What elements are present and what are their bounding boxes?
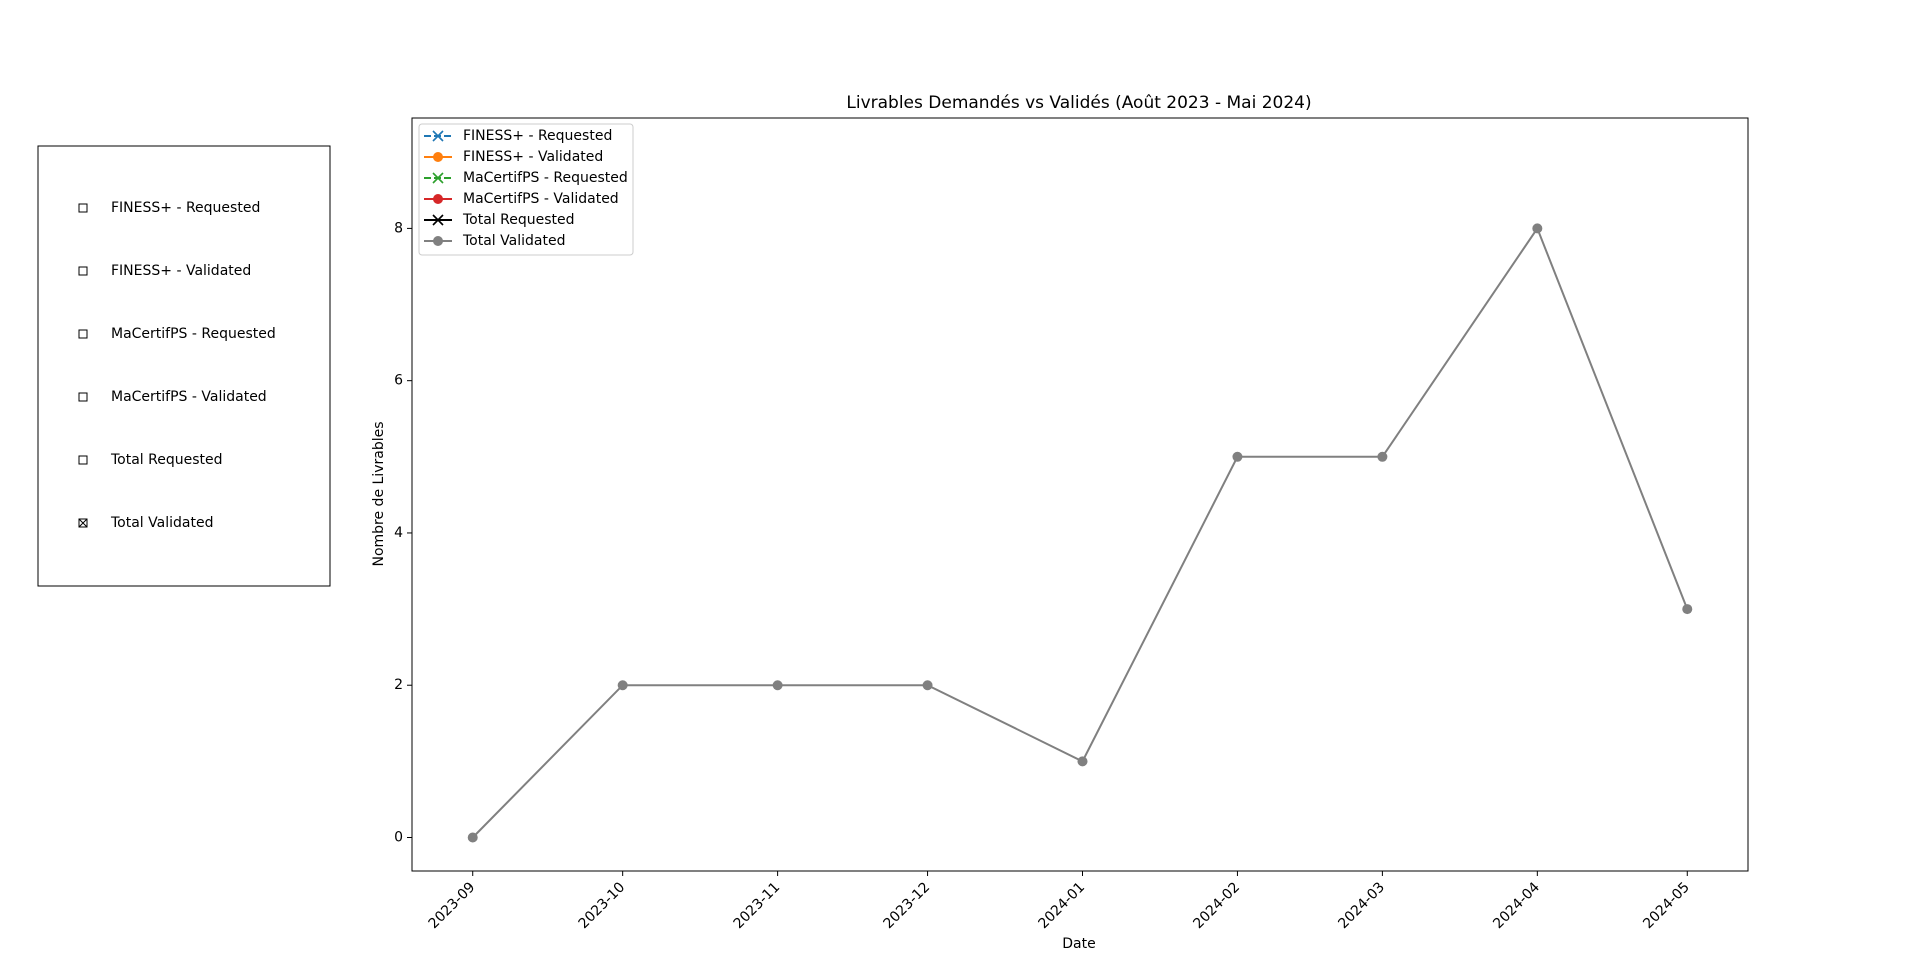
x-tick-label: 2024-01 <box>1035 879 1088 932</box>
checkbox[interactable] <box>78 266 88 276</box>
plot-frame <box>411 117 1749 872</box>
data-point <box>1682 604 1693 615</box>
y-tick-label: 2 <box>394 677 403 693</box>
y-tick-label: 8 <box>394 220 403 236</box>
y-tick-label: 0 <box>394 829 403 845</box>
legend-label: Total Requested <box>462 212 575 228</box>
legend-marker <box>432 214 444 226</box>
legend-label: Total Validated <box>462 233 565 249</box>
checkbox-label[interactable]: Total Validated <box>110 515 213 531</box>
x-tick-label: 2024-02 <box>1190 879 1243 932</box>
x-tick-label: 2023-11 <box>731 879 784 932</box>
legend-label: MaCertifPS - Validated <box>463 191 619 207</box>
y-axis-label: Nombre de Livrables <box>371 421 387 566</box>
checkbox-label[interactable]: FINESS+ - Validated <box>111 263 251 279</box>
x-tick-label: 2023-09 <box>426 879 479 932</box>
y-tick-label: 4 <box>394 525 403 541</box>
checkbox[interactable] <box>78 455 88 465</box>
checkbox[interactable] <box>78 392 88 402</box>
data-point <box>1532 223 1543 234</box>
checkbox-label[interactable]: FINESS+ - Requested <box>111 200 260 216</box>
checkbox[interactable] <box>78 203 88 213</box>
legend-marker <box>433 194 443 204</box>
legend-label: FINESS+ - Validated <box>463 149 603 165</box>
check-panel <box>37 145 331 587</box>
legend-marker <box>432 172 444 184</box>
checkbox-label[interactable]: MaCertifPS - Requested <box>111 326 276 342</box>
y-tick-label: 6 <box>394 373 403 389</box>
data-point <box>467 832 478 843</box>
data-point <box>1077 756 1088 767</box>
legend-marker <box>433 236 443 246</box>
data-point <box>1377 451 1388 462</box>
legend-marker <box>432 130 444 142</box>
checkbox-label[interactable]: MaCertifPS - Validated <box>111 389 267 405</box>
legend-label: MaCertifPS - Requested <box>463 170 628 186</box>
x-tick-label: 2024-05 <box>1640 879 1693 932</box>
x-tick-label: 2024-03 <box>1335 879 1388 932</box>
data-point <box>922 680 933 691</box>
data-point <box>772 680 783 691</box>
x-axis-label: Date <box>1062 936 1095 952</box>
chart-title: Livrables Demandés vs Validés (Août 2023… <box>846 93 1311 113</box>
checkbox[interactable] <box>78 329 88 339</box>
x-tick-label: 2023-12 <box>881 879 934 932</box>
data-point <box>617 680 628 691</box>
x-tick-label: 2023-10 <box>576 879 629 932</box>
legend-marker <box>433 152 443 162</box>
data-point <box>1232 451 1243 462</box>
checkbox-check <box>78 518 88 528</box>
series-line <box>472 226 1689 839</box>
checkbox-label[interactable]: Total Requested <box>110 452 223 468</box>
x-tick-label: 2024-04 <box>1490 879 1543 932</box>
legend-label: FINESS+ - Requested <box>463 128 612 144</box>
legend-box <box>418 123 634 256</box>
